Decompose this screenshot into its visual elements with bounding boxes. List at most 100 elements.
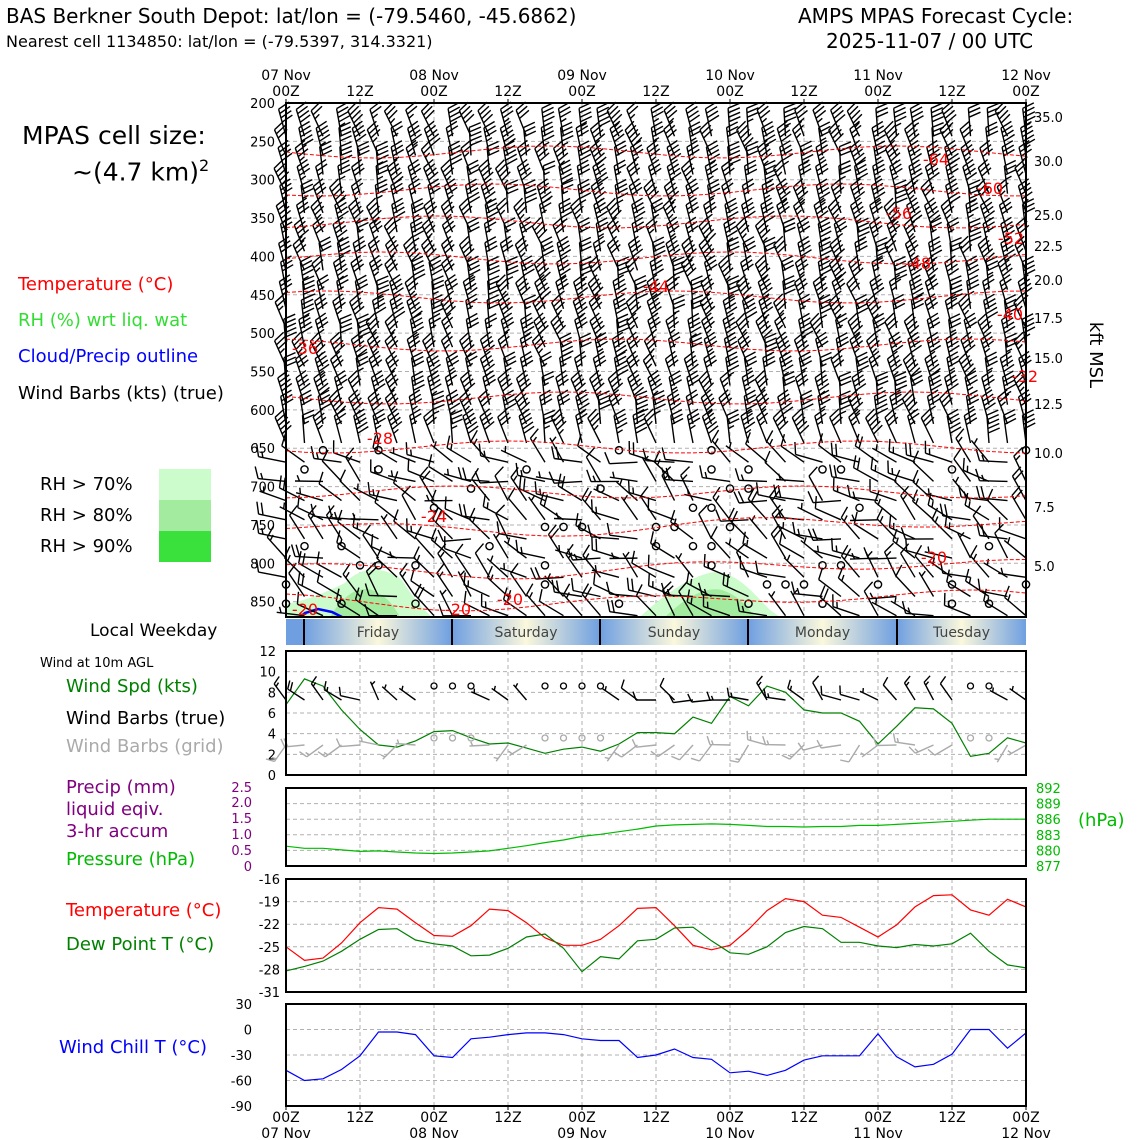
wind-barb [760,197,776,233]
wind-barb [447,140,463,175]
bottom-date-label: 11 Nov [853,1126,903,1140]
calm-marker [651,541,661,551]
precip-tick-label: 1.5 [231,812,252,827]
wind-barb [329,350,344,386]
legend-wind-barbs-grid: Wind Barbs (grid) [66,736,224,757]
wind-panel-frame [285,650,1027,776]
legend-wind-barbs-true: Wind Barbs (true) [66,708,226,729]
wind-barb [367,235,380,271]
wind-barb [663,101,678,137]
wind-barb-true [812,675,824,701]
wind-barb [884,139,901,175]
wind-barb [645,216,658,252]
wind-barb [701,312,715,348]
wind-panel-tick-label: 12 [259,645,276,660]
wind-barb [364,603,398,617]
wind-barb-true [839,685,860,701]
wind-barb [457,467,490,483]
wind-barb-grid [690,744,713,762]
wind-barb [970,544,990,578]
wind-barb [726,236,740,271]
legend-temperature-2: Temperature (°C) [66,900,222,921]
wind-barb [1011,485,1027,521]
calm-marker [947,465,957,474]
wind-barb [554,544,583,559]
wind-barb [986,102,1000,137]
wind-barb [975,485,1008,502]
wind-barb [848,254,864,290]
wind-barb [497,293,514,329]
wind-barb [533,254,551,290]
calm-marker [984,541,994,551]
wind-barb [782,217,796,252]
wind-barb [463,590,490,617]
wind-barb-true [763,688,786,701]
wind-barb [887,460,916,483]
wind-barb [741,293,758,329]
legend-pressure: Pressure (hPa) [66,849,196,870]
wind-barb [590,499,620,521]
wind-barb [348,389,364,425]
dewpoint-line [285,925,1027,973]
wind-barb [420,235,437,271]
wind-barb [444,370,458,405]
temperature-panel-frame [285,878,1027,993]
wind-barb [458,235,475,271]
wind-barb [560,179,574,213]
wind-barb [570,197,584,233]
wind-barb-true [602,685,620,701]
wind-barb [477,389,492,425]
wind-barb [642,448,675,463]
calm-marker [984,599,994,608]
wind-barb [383,216,398,252]
wind-barb [594,331,608,367]
wind-barb [375,140,389,175]
wind-barb [793,331,810,367]
temperature-contour [285,440,1027,454]
wind-barb [813,545,842,559]
weekday-band [748,619,897,645]
calm-marker-grid [596,734,605,742]
wind-barb-grid [671,744,694,761]
wind-panel-tick-label: 6 [268,707,276,722]
wind-barb [441,312,454,348]
legend-precip-accum: 3-hr accum [66,821,169,842]
wind-barb [374,179,389,213]
temperature-contour-label: -40 [997,305,1023,324]
wind-barb [963,408,978,444]
wind-barb [573,274,589,310]
wind-barb [428,255,443,290]
wind-barb [768,591,787,617]
wind-barb [444,536,472,559]
forecast-cycle: 2025-11-07 / 00 UTC [826,29,1034,53]
wind-barb [907,255,923,290]
wind-barb [408,178,421,214]
wind-barb [522,121,537,156]
wind-barb [798,312,814,348]
wind-barb [938,389,953,425]
bottom-hour-label: 12Z [642,1110,669,1126]
wind-barb-grid [604,744,620,762]
wind-barb [977,578,1008,598]
wind-barb [652,389,666,424]
wind-barb-grid [762,735,786,746]
wind-barb [531,331,546,367]
calm-marker [337,599,346,608]
pressure-tick-label: 886 [1036,813,1061,828]
wind-barb [891,293,906,329]
wind-barb [486,294,500,329]
wind-barb [818,293,833,329]
wind-barb [332,293,346,329]
wind-barb [295,369,311,405]
wind-barb [333,408,347,444]
wind-barb [1021,409,1036,444]
wind-barb [907,408,920,444]
wind-barb [486,140,500,175]
wind-barb [579,256,593,290]
wind-barb [514,235,529,271]
wind-barb [703,331,718,367]
wind-barb [849,514,879,522]
wind-barb-grid [706,735,731,746]
wind-barb [774,312,787,348]
wind-barb [296,591,324,617]
